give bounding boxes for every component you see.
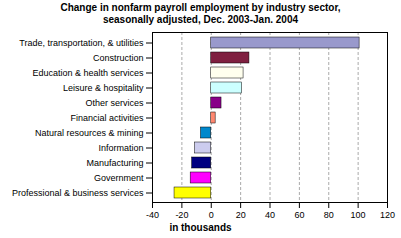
svg-text:20: 20 [236, 210, 246, 220]
svg-text:-40: -40 [146, 210, 159, 220]
svg-text:Information: Information [98, 143, 143, 153]
svg-text:Financial activities: Financial activities [70, 113, 144, 123]
svg-text:Professional & business servic: Professional & business services [12, 188, 144, 198]
svg-text:Leisure & hospitality: Leisure & hospitality [63, 83, 144, 93]
svg-text:40: 40 [265, 210, 275, 220]
svg-text:0: 0 [209, 210, 214, 220]
svg-text:Government: Government [94, 173, 144, 183]
svg-text:Education & health services: Education & health services [32, 68, 144, 78]
html-text:Change in nonfarm payroll empl: Change in nonfarm payroll employment by … [60, 2, 341, 13]
html-text:in thousands: in thousands [169, 222, 232, 233]
svg-text:Natural resources & mining: Natural resources & mining [35, 128, 144, 138]
svg-text:Other services: Other services [85, 98, 144, 108]
svg-text:100: 100 [351, 210, 366, 220]
svg-text:80: 80 [324, 210, 334, 220]
svg-text:Construction: Construction [93, 53, 144, 63]
svg-text:Trade, transportation, & utili: Trade, transportation, & utilities [19, 38, 144, 48]
svg-text:120: 120 [380, 210, 395, 220]
svg-text:60: 60 [294, 210, 304, 220]
svg-text:-20: -20 [175, 210, 188, 220]
html-text:seasonally adjusted, Dec. 2003: seasonally adjusted, Dec. 2003-Jan. 2004 [102, 14, 298, 25]
svg-text:Manufacturing: Manufacturing [86, 158, 143, 168]
